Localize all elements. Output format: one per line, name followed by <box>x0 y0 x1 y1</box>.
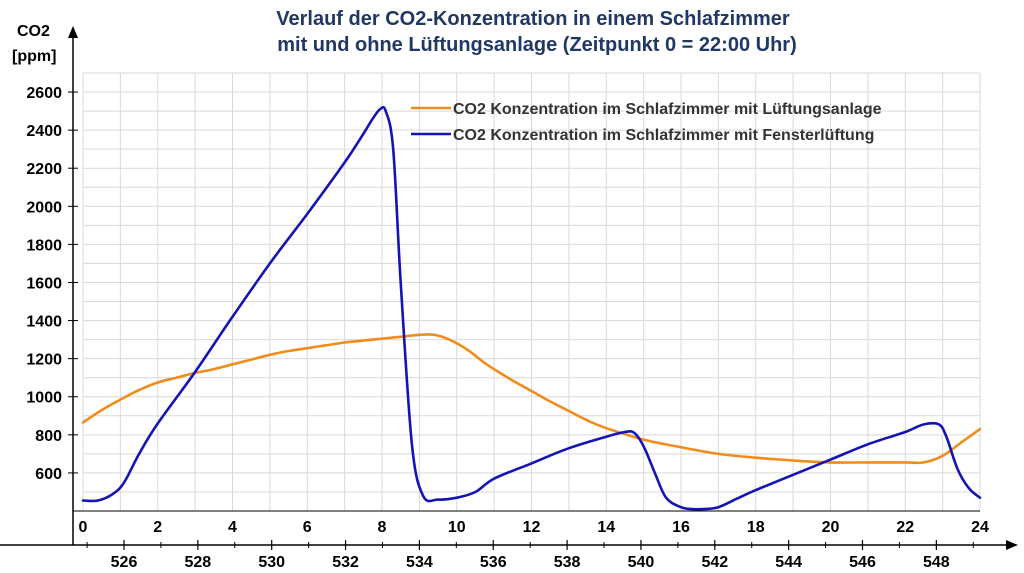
secondary-x-tick-label: 548 <box>923 554 950 571</box>
secondary-x-tick-label: 536 <box>480 554 507 571</box>
x-tick-label: 0 <box>79 519 88 536</box>
y-tick-label: 2000 <box>26 199 62 216</box>
x-tick-label: 24 <box>971 519 989 536</box>
x-tick-label: 20 <box>822 519 840 536</box>
chart-title-line-1: Verlauf der CO2-Konzentration in einem S… <box>276 8 790 30</box>
x-tick-label: 14 <box>597 519 615 536</box>
secondary-x-tick-label: 540 <box>628 554 655 571</box>
x-tick-label: 18 <box>747 519 765 536</box>
x-tick-label: 10 <box>448 519 466 536</box>
y-tick-label: 1600 <box>26 275 62 292</box>
secondary-x-tick-label: 542 <box>701 554 728 571</box>
y-tick-label: 1200 <box>26 352 62 369</box>
y-tick-label: 800 <box>35 428 62 445</box>
chart-title-line-2: mit und ohne Lüftungsanlage (Zeitpunkt 0… <box>277 34 796 56</box>
x-tick-label: 6 <box>303 519 312 536</box>
x-tick-label: 22 <box>896 519 914 536</box>
y-tick-label: 2200 <box>26 161 62 178</box>
secondary-x-tick-label: 532 <box>332 554 359 571</box>
y-axis-label-line-2: [ppm] <box>12 48 56 65</box>
legend-entry-window: CO2 Konzentration im Schlafzimmer mit Fe… <box>453 127 874 144</box>
x-tick-label: 8 <box>378 519 387 536</box>
secondary-x-tick-label: 538 <box>554 554 581 571</box>
secondary-x-axis-arrow <box>1006 540 1018 550</box>
secondary-x-tick-label: 530 <box>258 554 285 571</box>
series-line-window <box>81 105 982 511</box>
secondary-x-tick-label: 546 <box>849 554 876 571</box>
secondary-x-tick-label: 526 <box>111 554 138 571</box>
x-tick-label: 2 <box>153 519 162 536</box>
series-line-ventilation <box>81 333 982 465</box>
secondary-x-tick-label: 534 <box>406 554 433 571</box>
y-tick-label: 600 <box>35 466 62 483</box>
x-tick-label: 4 <box>228 519 237 536</box>
y-tick-label: 1800 <box>26 237 62 254</box>
y-tick-label: 1000 <box>26 390 62 407</box>
y-tick-label: 1400 <box>26 314 62 331</box>
secondary-x-tick-label: 544 <box>775 554 802 571</box>
y-axis-arrow <box>68 26 78 38</box>
y-axis-label-line-1: CO2 <box>17 23 50 40</box>
secondary-x-tick-label: 528 <box>184 554 211 571</box>
x-tick-label: 16 <box>672 519 690 536</box>
legend-entry-ventilation: CO2 Konzentration im Schlafzimmer mit Lü… <box>453 101 882 118</box>
y-tick-label: 2400 <box>26 123 62 140</box>
y-tick-label: 2600 <box>26 85 62 102</box>
x-tick-label: 12 <box>523 519 541 536</box>
